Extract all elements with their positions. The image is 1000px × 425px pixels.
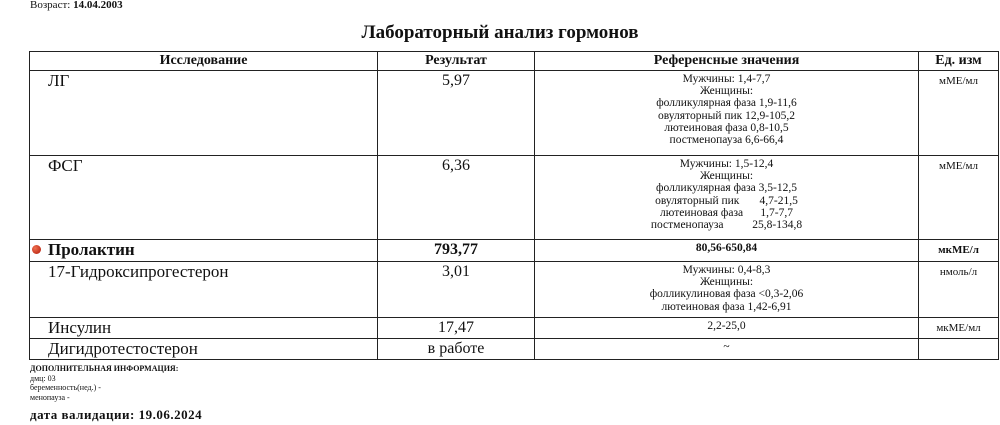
- table-row: 17-Гидроксипрогестерон 3,01 Мужчины: 0,4…: [29, 261, 999, 318]
- test-result: 793,77: [377, 239, 535, 262]
- test-name: ЛГ: [29, 70, 378, 156]
- table-row: Дигидротестостерон в работе ~: [29, 338, 999, 360]
- test-result: 3,01: [377, 261, 535, 318]
- test-reference: Мужчины: 1,5-12,4 Женщины: фолликулярная…: [534, 155, 919, 240]
- test-name: Пролактин: [48, 240, 135, 259]
- test-name: ФСГ: [29, 155, 378, 240]
- table-row: ФСГ 6,36 Мужчины: 1,5-12,4 Женщины: фолл…: [29, 155, 999, 240]
- test-name-cell: Пролактин: [29, 239, 378, 262]
- info-line: беременность(нед.) -: [30, 383, 101, 392]
- col-header-reference: Референсные значения: [534, 51, 919, 71]
- test-result: 17,47: [377, 317, 535, 339]
- test-unit: мМЕ/мл: [918, 155, 999, 240]
- test-unit: [918, 338, 999, 360]
- abnormal-flag-icon: [32, 245, 41, 254]
- test-reference: ~: [534, 338, 919, 360]
- table-row: ЛГ 5,97 Мужчины: 1,4-7,7 Женщины: фоллик…: [29, 70, 999, 156]
- test-reference: 80,56-650,84: [534, 239, 919, 262]
- test-name: 17-Гидроксипрогестерон: [29, 261, 378, 318]
- col-header-unit: Ед. изм: [918, 51, 999, 71]
- table-header: Исследование Результат Референсные значе…: [29, 51, 999, 71]
- test-unit: мкМЕ/л: [918, 239, 999, 262]
- info-line: дмц: 03: [30, 373, 56, 383]
- validation-date: дата валидации: 19.06.2024: [30, 407, 203, 422]
- table-row-flagged: Пролактин 793,77 80,56-650,84 мкМЕ/л: [29, 239, 999, 262]
- test-reference: 2,2-25,0: [534, 317, 919, 339]
- test-name: Инсулин: [29, 317, 378, 339]
- table-row: Инсулин 17,47 2,2-25,0 мкМЕ/мл: [29, 317, 999, 339]
- test-result: 6,36: [377, 155, 535, 240]
- test-unit: нмоль/л: [918, 261, 999, 318]
- col-header-result: Результат: [377, 51, 535, 71]
- col-header-test: Исследование: [29, 51, 378, 71]
- age-label: Возраст:: [30, 0, 71, 11]
- additional-info-heading: ДОПОЛНИТЕЛЬНАЯ ИНФОРМАЦИЯ:: [30, 364, 179, 373]
- page-title: Лабораторный анализ гормонов: [361, 22, 639, 43]
- test-result: в работе: [377, 338, 535, 360]
- test-name: Дигидротестостерон: [29, 338, 378, 360]
- test-unit: мкМЕ/мл: [918, 317, 999, 339]
- info-line: менопауза -: [30, 392, 70, 402]
- test-unit: мМЕ/мл: [918, 70, 999, 156]
- patient-age: Возраст: 14.04.2003: [30, 0, 123, 11]
- test-reference: Мужчины: 1,4-7,7 Женщины: фолликулярная …: [534, 70, 919, 156]
- additional-info: ДОПОЛНИТЕЛЬНАЯ ИНФОРМАЦИЯ: дмц: 03 берем…: [30, 364, 178, 402]
- test-result: 5,97: [377, 70, 535, 156]
- test-reference: Мужчины: 0,4-8,3 Женщины: фолликулиновая…: [534, 261, 919, 318]
- results-table: Исследование Результат Референсные значе…: [29, 51, 999, 360]
- age-value: 14.04.2003: [73, 0, 123, 11]
